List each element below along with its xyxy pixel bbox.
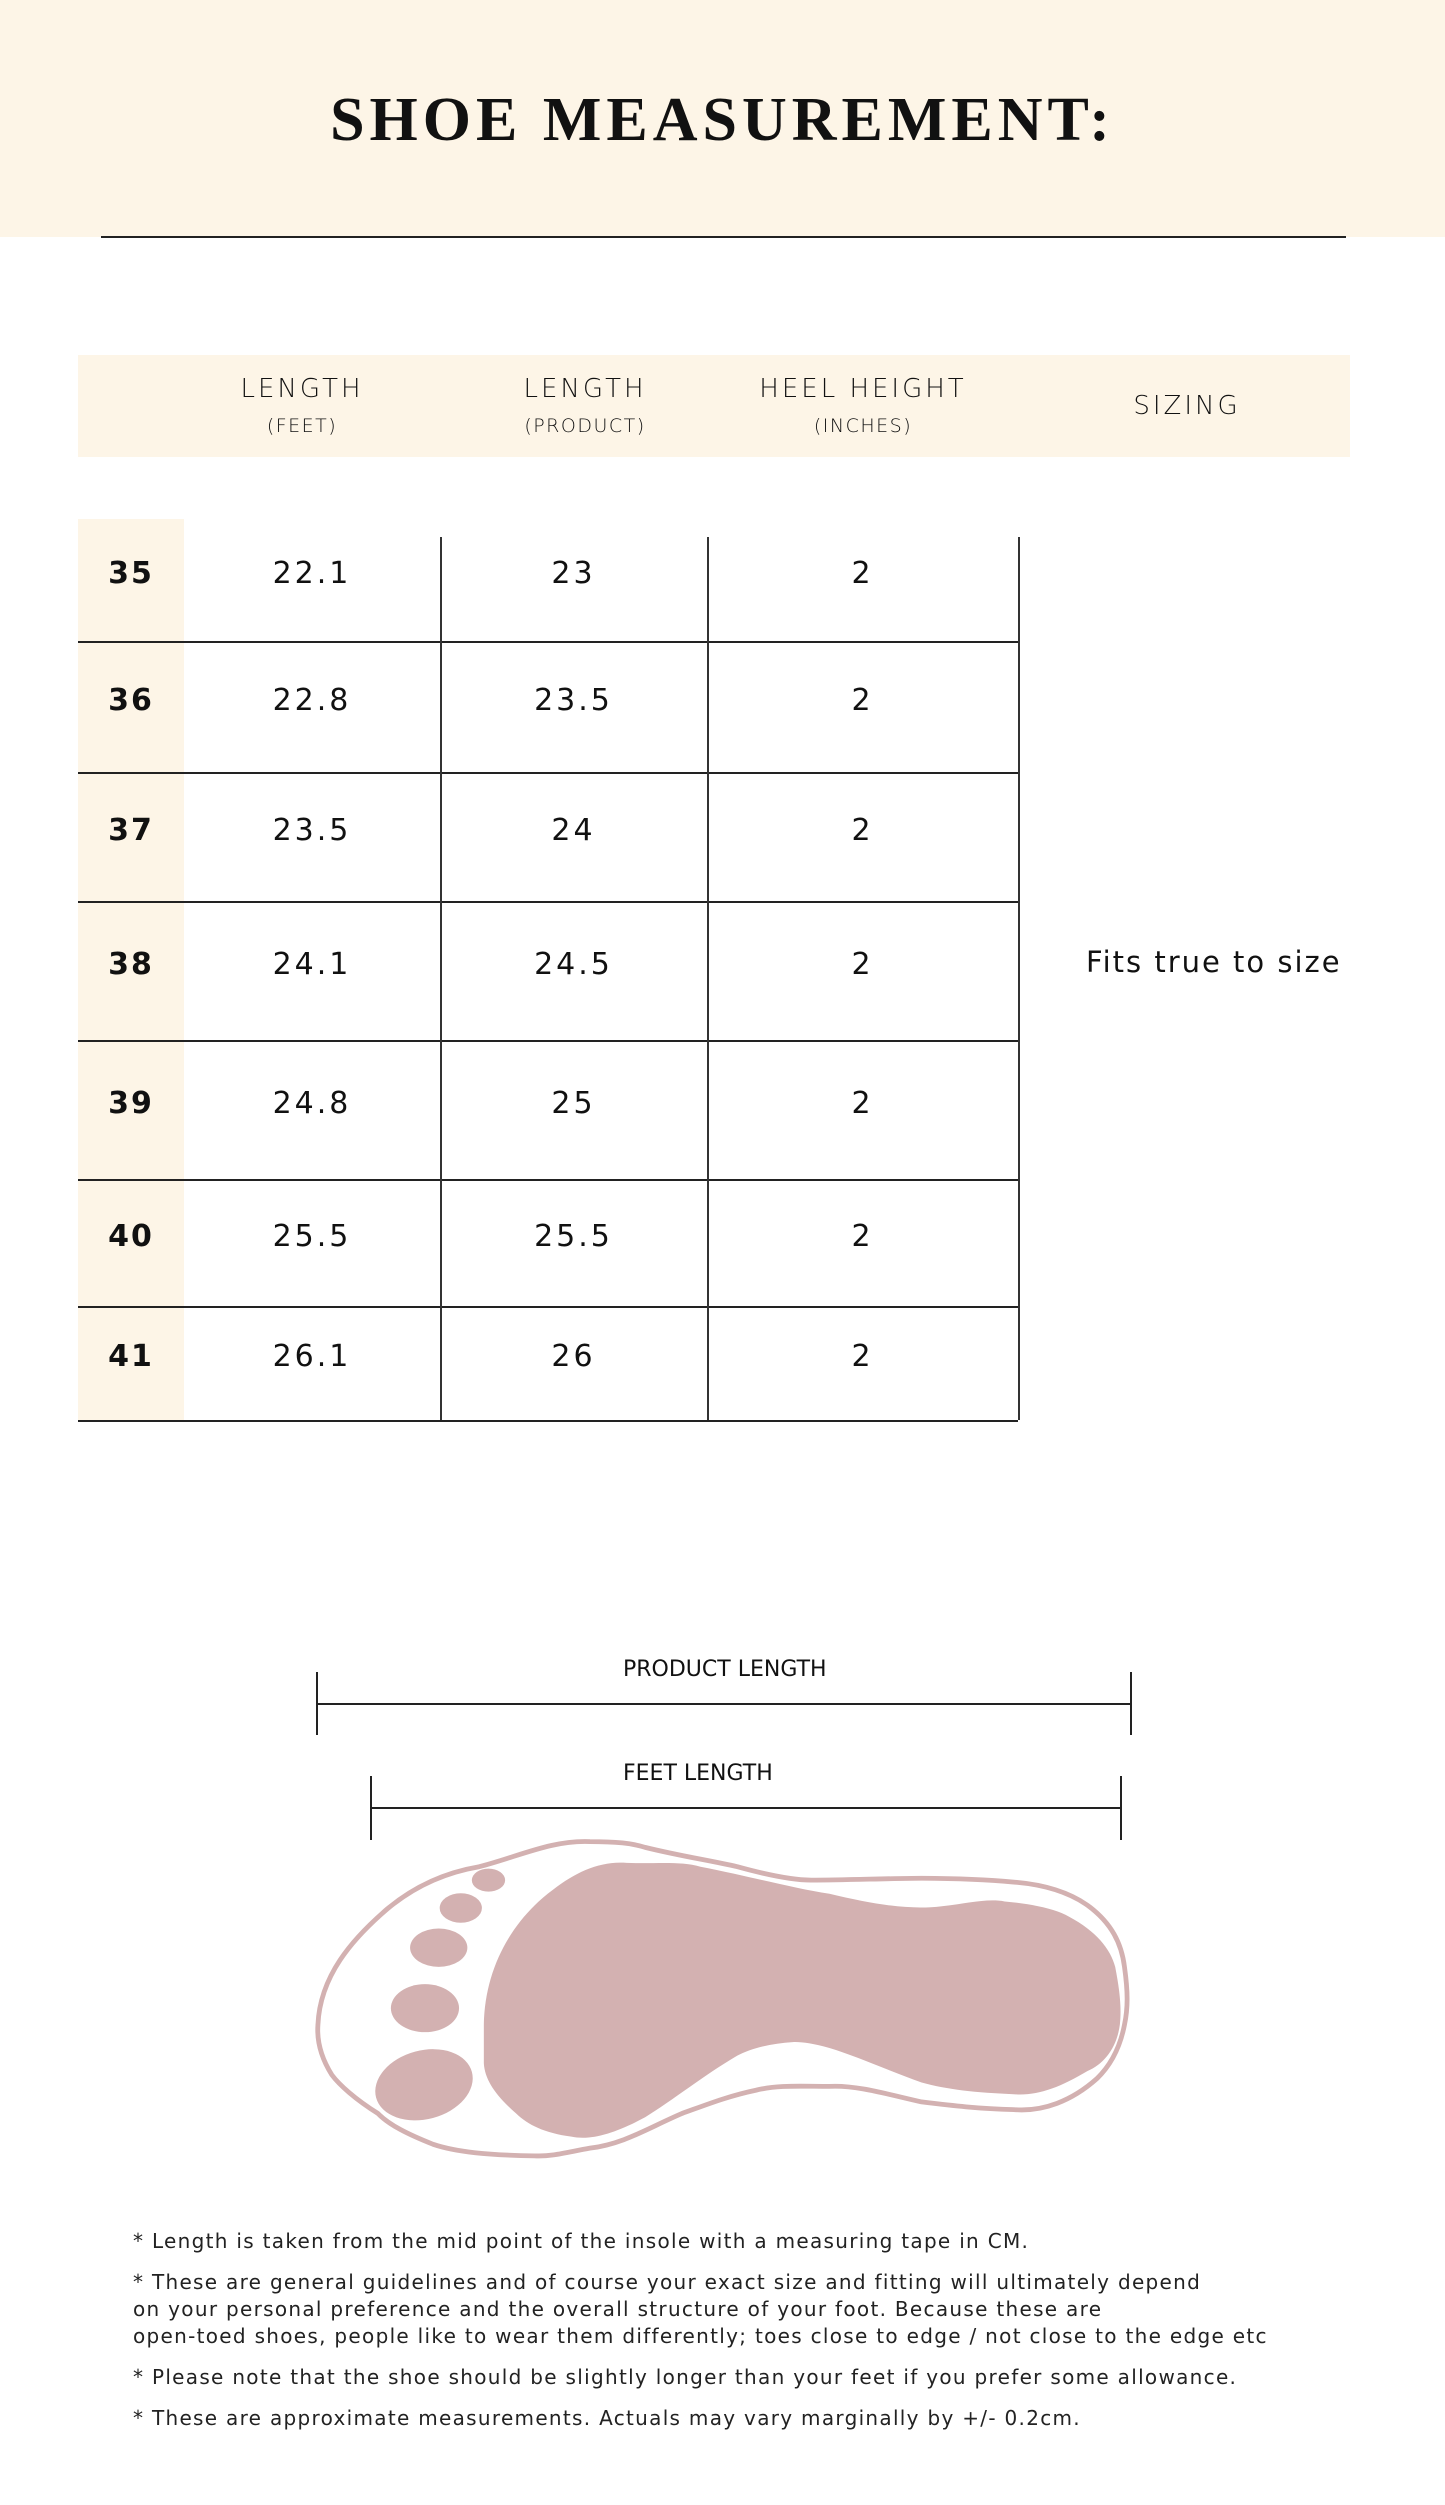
cell-product: 25 <box>551 1085 596 1121</box>
cell-product: 24.5 <box>534 946 613 982</box>
header-label: LENGTH <box>523 374 647 404</box>
title-divider <box>101 236 1346 238</box>
cell-product: 25.5 <box>534 1218 613 1254</box>
table-header: LENGTH (FEET) LENGTH (PRODUCT) HEEL HEIG… <box>78 355 1350 457</box>
product-length-label: PRODUCT LENGTH <box>623 1657 827 1682</box>
header-sublabel: (PRODUCT) <box>524 415 646 437</box>
size-column-background <box>78 519 184 1420</box>
header-heel-height: HEEL HEIGHT (INCHES) <box>713 373 1013 439</box>
note: * Please note that the shoe should be sl… <box>133 2365 1238 2389</box>
header-sublabel: (FEET) <box>266 415 338 437</box>
note: * These are general guidelines and of co… <box>133 2270 1268 2348</box>
row-divider <box>78 1306 1018 1308</box>
cell-size: 37 <box>108 812 154 848</box>
cell-feet: 22.8 <box>272 682 352 718</box>
footprint-in-insole-icon <box>315 1839 1130 2159</box>
page-title: SHOE MEASUREMENT: <box>330 86 1115 154</box>
feet-length-label: FEET LENGTH <box>623 1761 773 1786</box>
toe <box>471 1868 506 1892</box>
toe <box>410 1928 468 1967</box>
row-divider <box>78 641 1018 643</box>
cell-size: 38 <box>108 946 154 982</box>
cell-heel: 2 <box>851 1085 874 1121</box>
cell-heel: 2 <box>851 1218 874 1254</box>
row-divider <box>78 1040 1018 1042</box>
cell-feet: 23.5 <box>272 812 352 848</box>
cell-heel: 2 <box>851 946 874 982</box>
notes: * Length is taken from the mid point of … <box>133 2228 1423 2446</box>
column-divider <box>440 537 442 1420</box>
cell-product: 23.5 <box>534 682 613 718</box>
measurement-diagram <box>315 1672 1132 2159</box>
column-divider <box>1018 537 1020 1420</box>
sizing-note: Fits true to size <box>1086 945 1342 979</box>
cell-feet: 26.1 <box>272 1339 352 1374</box>
product-length-bar <box>316 1672 1132 1735</box>
header-length-feet: LENGTH (FEET) <box>152 373 452 439</box>
cell-product: 24 <box>551 812 596 848</box>
sole-shape <box>483 1862 1121 2138</box>
cell-heel: 2 <box>851 556 874 591</box>
cell-heel: 2 <box>851 682 874 718</box>
row-divider <box>78 1420 1018 1422</box>
cell-product: 23 <box>551 556 596 591</box>
cell-size: 36 <box>108 682 154 718</box>
cell-feet: 25.5 <box>272 1218 352 1254</box>
cell-feet: 24.8 <box>272 1085 352 1121</box>
insole-outline <box>315 1839 1130 2159</box>
header-sublabel: (INCHES) <box>813 415 913 437</box>
note: * Length is taken from the mid point of … <box>133 2229 1030 2253</box>
toe <box>390 1984 460 2033</box>
header-label: SIZING <box>1133 391 1241 421</box>
cell-heel: 2 <box>851 1339 874 1374</box>
header-sizing: SIZING <box>1037 390 1337 422</box>
row-divider <box>78 901 1018 903</box>
cell-product: 26 <box>551 1339 596 1374</box>
row-divider <box>78 1179 1018 1181</box>
cell-size: 41 <box>108 1339 154 1374</box>
cell-feet: 24.1 <box>272 946 352 982</box>
cell-size: 39 <box>108 1085 154 1121</box>
header-label: LENGTH <box>240 374 364 404</box>
note: * These are approximate measurements. Ac… <box>133 2406 1081 2430</box>
header-label: HEEL HEIGHT <box>759 374 967 404</box>
header-band <box>0 0 1445 237</box>
feet-length-bar <box>370 1776 1122 1840</box>
header-length-product: LENGTH (PRODUCT) <box>435 373 735 439</box>
cell-heel: 2 <box>851 812 874 848</box>
column-divider <box>707 537 709 1420</box>
toe <box>375 2049 473 2121</box>
cell-feet: 22.1 <box>272 556 352 591</box>
cell-size: 40 <box>108 1218 154 1254</box>
row-divider <box>78 772 1018 774</box>
toe <box>439 1893 482 1923</box>
cell-size: 35 <box>108 556 154 591</box>
